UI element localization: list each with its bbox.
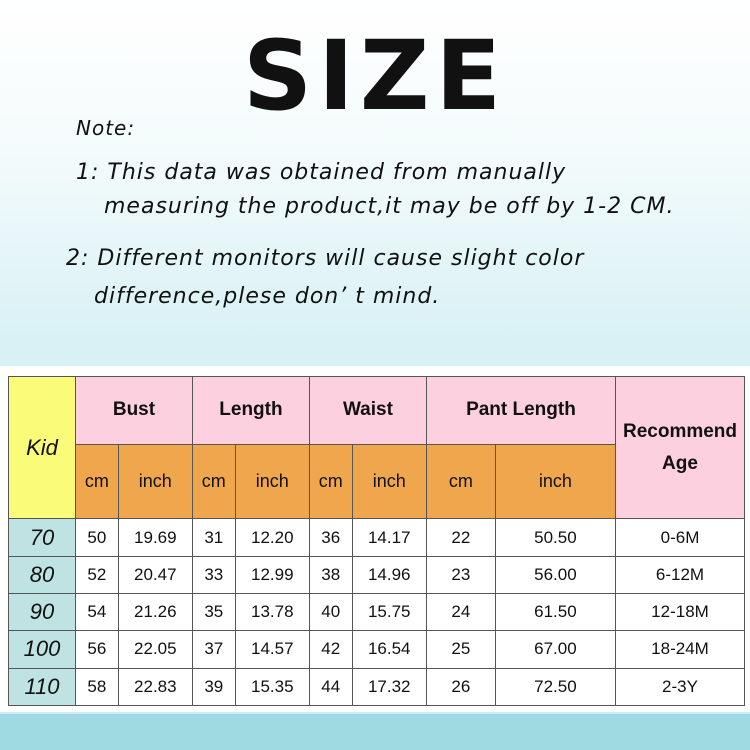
unit-header-row: cm inch cm inch cm inch cm inch <box>9 443 745 520</box>
measurement-cell: 67.00 <box>494 630 617 669</box>
size-table: Kid Bust Length Waist Pant Length Recomm… <box>8 375 745 707</box>
size-cell: 90 <box>8 592 76 632</box>
measurement-cell: 56.00 <box>494 555 617 595</box>
age-cell: 18-24M <box>615 630 745 669</box>
measurement-cell: 39 <box>191 667 236 707</box>
measurement-cell: 14.96 <box>351 555 427 595</box>
measurement-cell: 22.83 <box>117 667 193 707</box>
group-header-row: Kid Bust Length Waist Pant Length Recomm… <box>8 375 745 520</box>
measurement-cell: 24 <box>425 592 496 632</box>
note-1-line-2: measuring the product,it may be off by 1… <box>104 194 675 219</box>
measurement-cell: 56 <box>75 630 119 669</box>
measurement-cell: 25 <box>425 630 496 669</box>
measurement-cell: 21.26 <box>117 592 193 632</box>
size-table-container: Kid Bust Length Waist Pant Length Recomm… <box>0 366 750 712</box>
measurement-cell: 19.69 <box>117 518 193 557</box>
age-cell: 2-3Y <box>615 667 745 707</box>
measurement-cell: 54 <box>75 592 119 632</box>
measurement-cell: 22.05 <box>117 630 193 669</box>
size-cell: 80 <box>8 555 76 595</box>
table-row: 100 56 22.05 37 14.57 42 16.54 25 67.00 18-24M <box>8 630 745 669</box>
measurement-cell: 58 <box>75 667 119 707</box>
measurement-cell: 35 <box>191 592 236 632</box>
measurement-cell: 61.50 <box>494 592 617 632</box>
unit-header-cm: cm <box>75 443 119 520</box>
note-heading: Note: <box>76 116 136 140</box>
unit-header-inch: inch <box>234 443 310 520</box>
size-cell: 70 <box>8 518 76 557</box>
note-2-line-1: 2: Different monitors will cause slight … <box>66 246 585 271</box>
header-recommend-age: Recommend Age <box>615 375 745 520</box>
header-waist: Waist <box>308 376 427 445</box>
bottom-band <box>0 714 750 750</box>
measurement-cell: 36 <box>308 518 353 557</box>
measurement-cell: 50 <box>75 518 119 557</box>
table-row: 80 52 20.47 33 12.99 38 14.96 23 56.00 6-12M <box>8 555 745 595</box>
unit-header-inch: inch <box>351 443 427 520</box>
measurement-cell: 40 <box>308 592 353 632</box>
size-cell: 100 <box>8 630 76 669</box>
header-pant-length: Pant Length <box>425 376 617 445</box>
measurement-cell: 23 <box>425 555 496 595</box>
measurement-cell: 20.47 <box>117 555 193 595</box>
measurement-cell: 37 <box>191 630 236 669</box>
size-cell: 110 <box>8 667 76 707</box>
measurement-cell: 52 <box>75 555 119 595</box>
age-cell: 12-18M <box>615 592 745 632</box>
measurement-cell: 14.17 <box>351 518 427 557</box>
measurement-cell: 31 <box>191 518 236 557</box>
measurement-cell: 38 <box>308 555 353 595</box>
unit-header-inch: inch <box>494 443 617 520</box>
unit-header-cm: cm <box>191 443 236 520</box>
header-length: Length <box>191 376 310 445</box>
measurement-cell: 33 <box>191 555 236 595</box>
header-bust: Bust <box>75 376 193 445</box>
measurement-cell: 50.50 <box>494 518 617 557</box>
unit-header-inch: inch <box>117 443 193 520</box>
table-row: 90 54 21.26 35 13.78 40 15.75 24 61.50 12-18M <box>8 592 745 632</box>
measurement-cell: 44 <box>308 667 353 707</box>
unit-header-cm: cm <box>425 443 496 520</box>
measurement-cell: 12.99 <box>234 555 310 595</box>
measurement-cell: 42 <box>308 630 353 669</box>
measurement-cell: 14.57 <box>234 630 310 669</box>
measurement-cell: 26 <box>425 667 496 707</box>
unit-header-cm: cm <box>308 443 353 520</box>
note-1-line-1: 1: This data was obtained from manually <box>76 160 567 185</box>
age-label-2: Age <box>662 452 698 474</box>
measurement-cell: 22 <box>425 518 496 557</box>
measurement-cell: 17.32 <box>351 667 427 707</box>
measurement-cell: 72.50 <box>494 667 617 707</box>
age-label-1: Recommend <box>622 420 738 442</box>
table-row: 70 50 19.69 31 12.20 36 14.17 22 50.50 0-6M <box>8 518 745 557</box>
measurement-cell: 13.78 <box>234 592 310 632</box>
age-cell: 0-6M <box>615 518 745 557</box>
measurement-cell: 15.35 <box>234 667 310 707</box>
age-cell: 6-12M <box>615 555 745 595</box>
table-row: 110 58 22.83 39 15.35 44 17.32 26 72.50 2-3Y <box>8 667 745 707</box>
measurement-cell: 16.54 <box>351 630 427 669</box>
measurement-cell: 15.75 <box>351 592 427 632</box>
kid-header: Kid <box>8 375 76 520</box>
page-title: SIZE <box>242 20 508 132</box>
measurement-cell: 12.20 <box>234 518 310 557</box>
note-2-line-2: difference,plese don’ t mind. <box>94 284 441 309</box>
